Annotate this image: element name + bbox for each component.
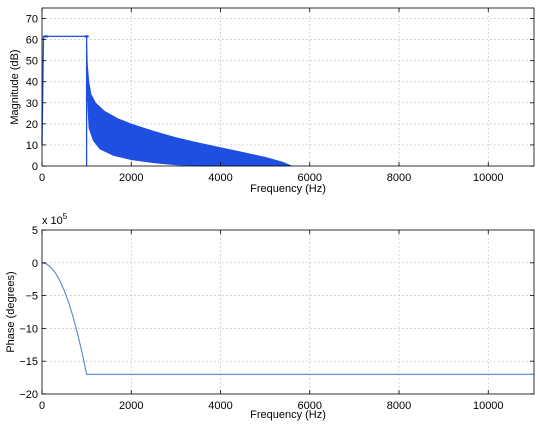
phase-y-tick-label: −5: [25, 291, 38, 303]
magnitude-marks: [41, 35, 293, 167]
phase-x-tick-label: 4000: [208, 400, 232, 412]
phase-x-tick-label: 8000: [387, 400, 411, 412]
magnitude-x-axis-label: Frequency (Hz): [250, 183, 326, 195]
phase-y-tick-label: −20: [19, 389, 38, 401]
magnitude-y-tick-label: 70: [26, 14, 38, 26]
phase-y-tick-label: 5: [32, 225, 38, 237]
phase-plot: 0 2000 4000 6000 8000 10000 5 0 −5 −10 −15 −20 x 10…: [5, 212, 535, 421]
magnitude-passband-line: [41, 35, 88, 166]
magnitude-x-tick-label: 4000: [208, 172, 232, 184]
magnitude-x-tick-label: 10000: [473, 172, 504, 184]
phase-y-tick-label: −10: [19, 323, 38, 335]
magnitude-plot-frame: [41, 7, 535, 167]
magnitude-y-tick-label: 10: [26, 140, 38, 152]
phase-y-multiplier: x 105: [42, 212, 68, 227]
magnitude-y-tick-label: 60: [26, 35, 38, 47]
magnitude-plot: 0 2000 4000 6000 8000 10000 0 10 20 30 40 50 60 70 Fr…: [9, 7, 535, 195]
phase-y-multiplier-exponent: 5: [63, 212, 68, 221]
magnitude-x-tick-label: 0: [39, 172, 45, 184]
magnitude-y-tick-label: 0: [32, 161, 38, 173]
magnitude-x-tick-label: 8000: [387, 172, 411, 184]
phase-y-tick-label: −15: [19, 356, 38, 368]
phase-x-tick-label: 2000: [119, 400, 143, 412]
phase-grid: [42, 230, 534, 394]
magnitude-y-tick-label: 30: [26, 98, 38, 110]
magnitude-y-tick-label: 20: [26, 119, 38, 131]
phase-plot-frame: [41, 229, 535, 395]
phase-x-tick-label: 10000: [473, 400, 504, 412]
magnitude-y-axis-label: Magnitude (dB): [9, 49, 21, 124]
phase-y-axis-label: Phase (degrees): [5, 271, 17, 352]
phase-marks: [41, 262, 534, 375]
magnitude-ticks: 0 2000 4000 6000 8000 10000 0 10 20 30 40 50 60 70: [26, 8, 534, 184]
phase-plot-area: [42, 230, 534, 394]
phase-x-tick-label: 0: [39, 400, 45, 412]
magnitude-x-tick-label: 2000: [119, 172, 143, 184]
phase-x-axis-label: Frequency (Hz): [250, 409, 326, 421]
phase-y-tick-label: 0: [32, 258, 38, 270]
phase-series-line: [41, 262, 534, 375]
magnitude-stopband-band: [86, 36, 293, 167]
magnitude-y-tick-label: 50: [26, 56, 38, 68]
magnitude-y-tick-label: 40: [26, 77, 38, 89]
magnitude-x-tick-label: 6000: [298, 172, 322, 184]
phase-ticks: 0 2000 4000 6000 8000 10000 5 0 −5 −10 −15 −20: [19, 225, 534, 412]
phase-x-tick-label: 6000: [298, 400, 322, 412]
